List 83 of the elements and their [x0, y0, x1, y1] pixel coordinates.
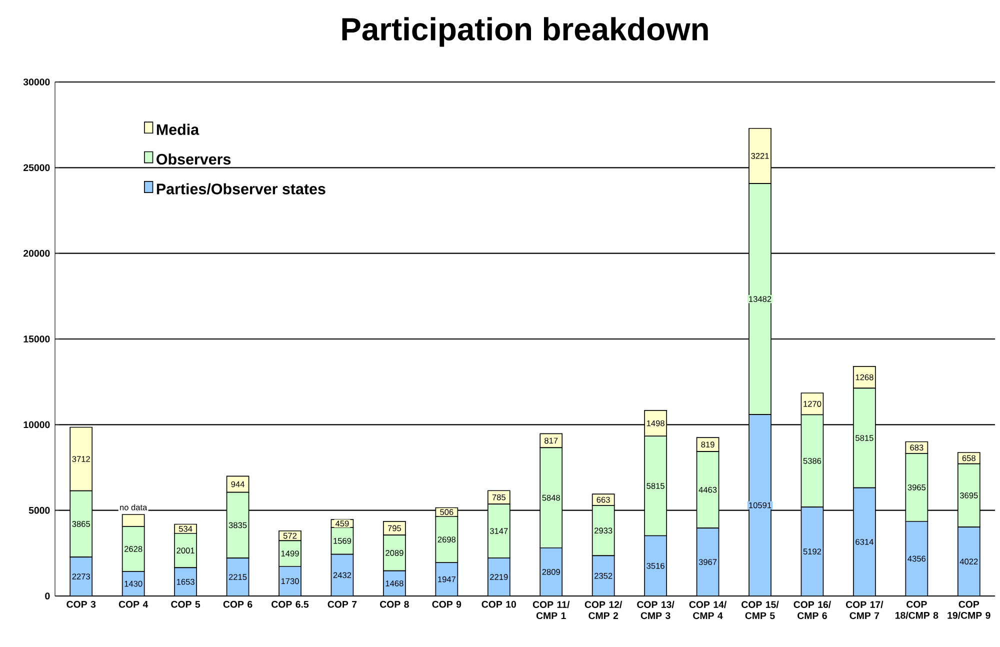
- data-label: 2215: [228, 574, 247, 580]
- data-label: 4022: [960, 558, 978, 564]
- x-tick-label: COP 17/ CMP 7: [846, 600, 884, 620]
- x-tick-label: COP 16/ CMP 6: [794, 600, 831, 620]
- data-label: 5848: [542, 494, 560, 501]
- x-tick-label: COP 12/ CMP 2: [584, 600, 622, 620]
- data-label: 2628: [124, 546, 142, 552]
- y-tick-label: 30000: [23, 78, 50, 86]
- data-label: 3221: [751, 153, 769, 159]
- x-tick-label: COP 19/CMP 9: [948, 600, 990, 619]
- data-label: 1270: [804, 400, 822, 407]
- data-label: 6314: [856, 538, 874, 545]
- data-label: 3967: [698, 559, 717, 565]
- data-label: 459: [335, 520, 349, 526]
- data-label: 785: [492, 494, 506, 500]
- data-label: 819: [701, 442, 714, 448]
- chart-title: Participation breakdown: [342, 17, 708, 47]
- data-label: 13482: [749, 296, 772, 302]
- x-tick-label: COP 6.5: [272, 600, 309, 608]
- data-label: 1947: [438, 576, 456, 582]
- data-label: 2273: [72, 574, 90, 580]
- x-tick-label: COP 10: [482, 600, 516, 608]
- data-label: 3516: [646, 562, 664, 569]
- x-tick-label: COP 18/CMP 8: [895, 600, 938, 619]
- x-tick-label: COP 5: [171, 600, 200, 608]
- data-label: 1569: [334, 538, 352, 544]
- data-label: 572: [283, 532, 297, 539]
- data-label: 2219: [490, 574, 508, 580]
- data-label: 534: [178, 526, 192, 532]
- data-label: 2933: [594, 528, 612, 534]
- data-label: 1653: [176, 578, 194, 585]
- y-tick-label: 20000: [24, 250, 50, 257]
- x-tick-label: COP 13/ CMP 3: [637, 600, 674, 620]
- data-label: 2089: [386, 550, 404, 556]
- x-tick-label: COP 9: [432, 600, 462, 608]
- legend-label: Observers: [156, 154, 231, 165]
- x-tick-label: COP 3: [66, 600, 96, 608]
- x-tick-label: COP 6: [223, 600, 252, 608]
- data-label: 506: [440, 509, 454, 516]
- data-label: 944: [231, 481, 244, 488]
- data-label: 795: [388, 525, 402, 532]
- y-tick-label: 5000: [28, 506, 50, 514]
- data-label: 4356: [908, 556, 926, 562]
- x-tick-label: COP 4: [118, 600, 148, 608]
- data-label: 2001: [176, 548, 194, 554]
- data-label: 2352: [594, 572, 612, 579]
- x-tick-label: COP 8: [380, 600, 409, 608]
- data-label: 5192: [803, 548, 822, 554]
- y-tick-label: 25000: [24, 164, 50, 172]
- legend-label: Parties/Observer states: [156, 183, 326, 195]
- data-label: 3712: [72, 456, 90, 462]
- legend-label: Media: [156, 124, 200, 135]
- data-label: 2432: [333, 572, 352, 578]
- x-tick-label: COP 11/ CMP 1: [532, 600, 570, 620]
- x-tick-label: COP 15/ CMP 5: [742, 600, 779, 620]
- data-label: 663: [596, 496, 610, 503]
- data-label: 4463: [698, 486, 717, 493]
- data-label: 5815: [856, 435, 874, 441]
- data-label: 1499: [281, 550, 299, 556]
- data-label: 5386: [803, 458, 822, 464]
- data-label: 3147: [490, 528, 508, 534]
- data-label: 658: [962, 455, 976, 462]
- data-label: 3865: [72, 521, 90, 527]
- data-label: 2698: [438, 536, 456, 542]
- y-tick-label: 10000: [24, 421, 50, 428]
- data-label: 3695: [960, 492, 978, 498]
- x-tick-label: COP 7: [328, 600, 357, 608]
- data-label: 1268: [856, 374, 874, 380]
- data-label: 1498: [646, 420, 664, 426]
- data-label: 1430: [124, 580, 142, 587]
- data-label: 683: [910, 444, 924, 451]
- data-label: 1468: [386, 580, 404, 586]
- data-label: 5815: [646, 483, 664, 489]
- data-label: no data: [120, 504, 148, 510]
- y-tick-label: 15000: [24, 336, 50, 342]
- data-label: 2809: [542, 569, 560, 575]
- data-label: 3965: [908, 484, 926, 490]
- data-label: 817: [544, 438, 558, 444]
- data-label: 1730: [281, 578, 299, 584]
- y-tick-label: 0: [45, 592, 50, 600]
- data-label: 10591: [749, 502, 772, 508]
- x-tick-label: COP 14/ CMP 4: [689, 600, 727, 620]
- data-label: 3835: [228, 522, 247, 528]
